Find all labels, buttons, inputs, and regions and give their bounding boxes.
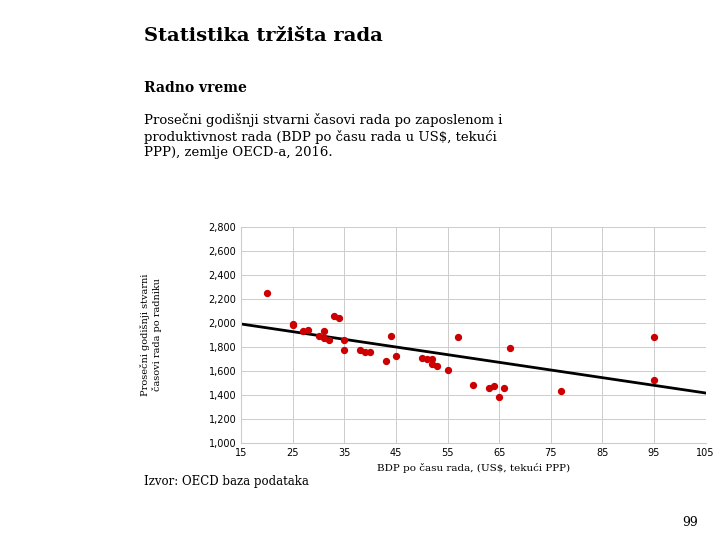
Text: Izvor: OECD baza podataka: Izvor: OECD baza podataka xyxy=(144,475,309,488)
Text: Prosečni godišnji stvarni časovi rada po zaposlenom i
produktivnost rada (BDP po: Prosečni godišnji stvarni časovi rada po… xyxy=(144,113,503,159)
Point xyxy=(333,314,345,322)
Point xyxy=(287,321,299,329)
Point xyxy=(302,326,314,334)
Point xyxy=(498,383,510,392)
Point xyxy=(452,333,464,341)
Point xyxy=(555,387,567,395)
Point xyxy=(504,343,516,352)
Point xyxy=(468,381,480,389)
Point xyxy=(431,362,443,370)
Point xyxy=(493,393,505,402)
Text: Prosečni godišnji stvarni
časovi rada po radniku: Prosečni godišnji stvarni časovi rada po… xyxy=(140,274,162,396)
Point xyxy=(338,346,350,354)
Point xyxy=(442,365,454,374)
Point xyxy=(359,347,371,356)
Point xyxy=(380,357,392,366)
Point xyxy=(648,376,660,384)
Point xyxy=(354,346,366,354)
Point xyxy=(385,332,397,340)
Point xyxy=(287,320,299,328)
Point xyxy=(648,333,660,341)
Point xyxy=(421,354,433,363)
Point xyxy=(328,311,340,320)
Point xyxy=(338,336,350,345)
Point xyxy=(318,327,330,335)
Point xyxy=(364,347,376,356)
Point xyxy=(390,352,402,361)
Point xyxy=(323,335,335,344)
Text: Radno vreme: Radno vreme xyxy=(144,81,247,95)
Point xyxy=(261,288,273,297)
Point xyxy=(426,354,438,363)
Text: Statistika tržišta rada: Statistika tržišta rada xyxy=(144,27,383,45)
Point xyxy=(313,332,325,340)
Point xyxy=(483,383,495,392)
Point xyxy=(488,381,500,390)
Point xyxy=(297,327,309,335)
Point xyxy=(416,353,428,362)
Text: 99: 99 xyxy=(683,516,698,529)
X-axis label: BDP po času rada, (US$, tekući PPP): BDP po času rada, (US$, tekući PPP) xyxy=(377,463,570,473)
Point xyxy=(318,334,330,343)
Point xyxy=(426,359,438,368)
